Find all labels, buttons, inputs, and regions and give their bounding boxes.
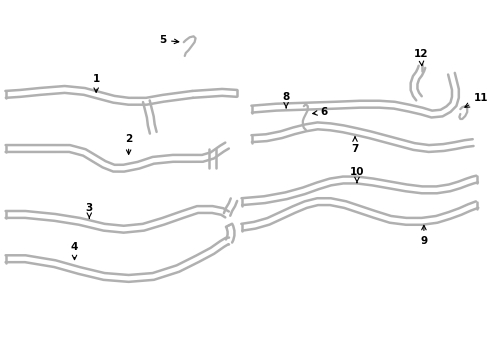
- Text: 7: 7: [351, 137, 359, 153]
- Text: 11: 11: [465, 93, 489, 107]
- Text: 1: 1: [93, 74, 100, 92]
- Text: 6: 6: [313, 107, 328, 117]
- Text: 8: 8: [283, 92, 290, 108]
- Text: 12: 12: [414, 49, 428, 66]
- Text: 3: 3: [86, 203, 93, 218]
- Text: 4: 4: [71, 242, 78, 260]
- Text: 2: 2: [125, 134, 132, 154]
- Text: 10: 10: [350, 167, 364, 183]
- Text: 5: 5: [159, 35, 179, 45]
- Text: 9: 9: [420, 225, 427, 246]
